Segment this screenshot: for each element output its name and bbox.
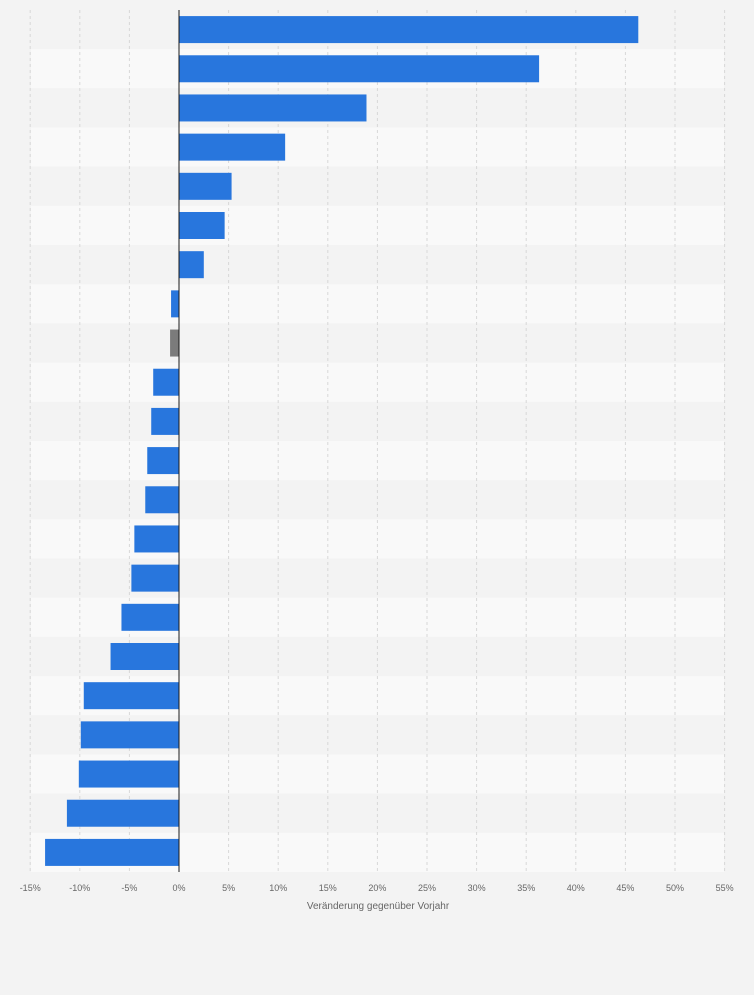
bar[interactable] [179,212,225,239]
x-axis-label: Veränderung gegenüber Vorjahr [307,901,450,912]
bar[interactable] [170,329,179,357]
x-tick-label: 55% [716,883,734,893]
bar[interactable] [147,447,179,475]
bar[interactable] [179,251,204,279]
bar[interactable] [179,55,540,83]
x-tick-label: 45% [616,883,634,893]
bar[interactable] [45,838,179,866]
bar[interactable] [121,603,179,631]
bar[interactable] [145,486,179,514]
bar[interactable] [179,16,639,44]
bar[interactable] [179,133,286,161]
x-tick-label: -10% [69,883,90,893]
bar[interactable] [80,721,179,749]
bar[interactable] [171,290,179,318]
x-tick-label: 20% [368,883,386,893]
bar[interactable] [66,799,179,827]
bar[interactable] [78,760,179,788]
bars [45,16,639,866]
x-tick-label: 25% [418,883,436,893]
bar[interactable] [134,525,179,553]
bar[interactable] [153,368,179,396]
bar[interactable] [179,94,367,122]
x-tick-label: -15% [20,883,41,893]
bar[interactable] [179,172,232,200]
x-tick-labels: -15% -10% -5% 0% 5% 10% 15% 20% 25% 30% 35% 40% 45% 5… [20,883,734,893]
x-tick-label: 15% [319,883,337,893]
x-tick-label: 35% [517,883,535,893]
x-tick-label: 30% [468,883,486,893]
bar[interactable] [151,407,179,435]
bar[interactable] [131,564,179,592]
x-tick-label: 10% [269,883,287,893]
x-tick-label: 0% [172,883,185,893]
x-tick-label: -5% [121,883,137,893]
x-tick-label: 40% [567,883,585,893]
bar[interactable] [83,682,179,710]
bar[interactable] [110,643,179,670]
x-tick-label: 50% [666,883,684,893]
x-tick-label: 5% [222,883,235,893]
